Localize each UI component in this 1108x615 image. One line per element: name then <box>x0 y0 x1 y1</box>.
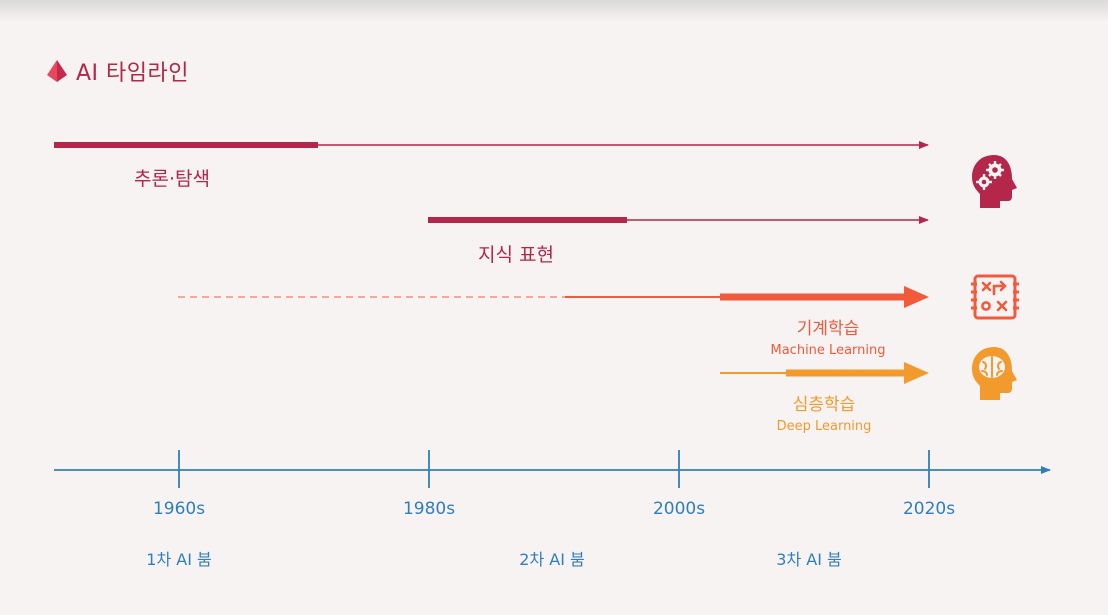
track-ml-arrowhead <box>904 286 929 308</box>
slide-title-text: AI 타임라인 <box>76 61 189 86</box>
boom-label-first: 1차 AI 붐 <box>146 550 212 569</box>
slide-title: AI 타임라인 <box>46 55 189 87</box>
strategy-board-icon <box>971 274 1019 320</box>
axis-tick-label-1960s: 1960s <box>152 499 206 519</box>
axis-tick-label-2020s: 2020s <box>902 499 956 519</box>
top-bar <box>0 0 1108 22</box>
axis-tick-label-1980s: 1980s <box>402 499 456 519</box>
head-brain-icon <box>972 347 1017 400</box>
deep-learning-label-ko: 심층학습 <box>792 395 856 415</box>
deep-learning-label-en: Deep Learning <box>776 419 872 434</box>
boom-label-third: 3차 AI 붐 <box>776 550 842 569</box>
track-label-knowledge-representation: 지식 표현 <box>478 244 554 266</box>
axis-tick-label-2000s: 2000s <box>652 499 706 519</box>
track-label-reasoning-search: 추론·탐색 <box>134 168 210 190</box>
track-label-machine-learning: 기계학습 Machine Learning <box>748 314 908 358</box>
machine-learning-label-en: Machine Learning <box>770 343 886 358</box>
track-machine-learning <box>178 286 929 308</box>
head-gears-icon <box>972 155 1017 208</box>
time-axis <box>54 450 1051 488</box>
title-diamond-icon <box>47 60 67 82</box>
boom-label-second: 2차 AI 붐 <box>519 550 585 569</box>
track-deep-learning <box>720 362 929 384</box>
track-label-deep-learning: 심층학습 Deep Learning <box>744 390 904 434</box>
machine-learning-label-ko: 기계학습 <box>796 319 860 339</box>
track-dl-arrowhead <box>904 362 929 384</box>
